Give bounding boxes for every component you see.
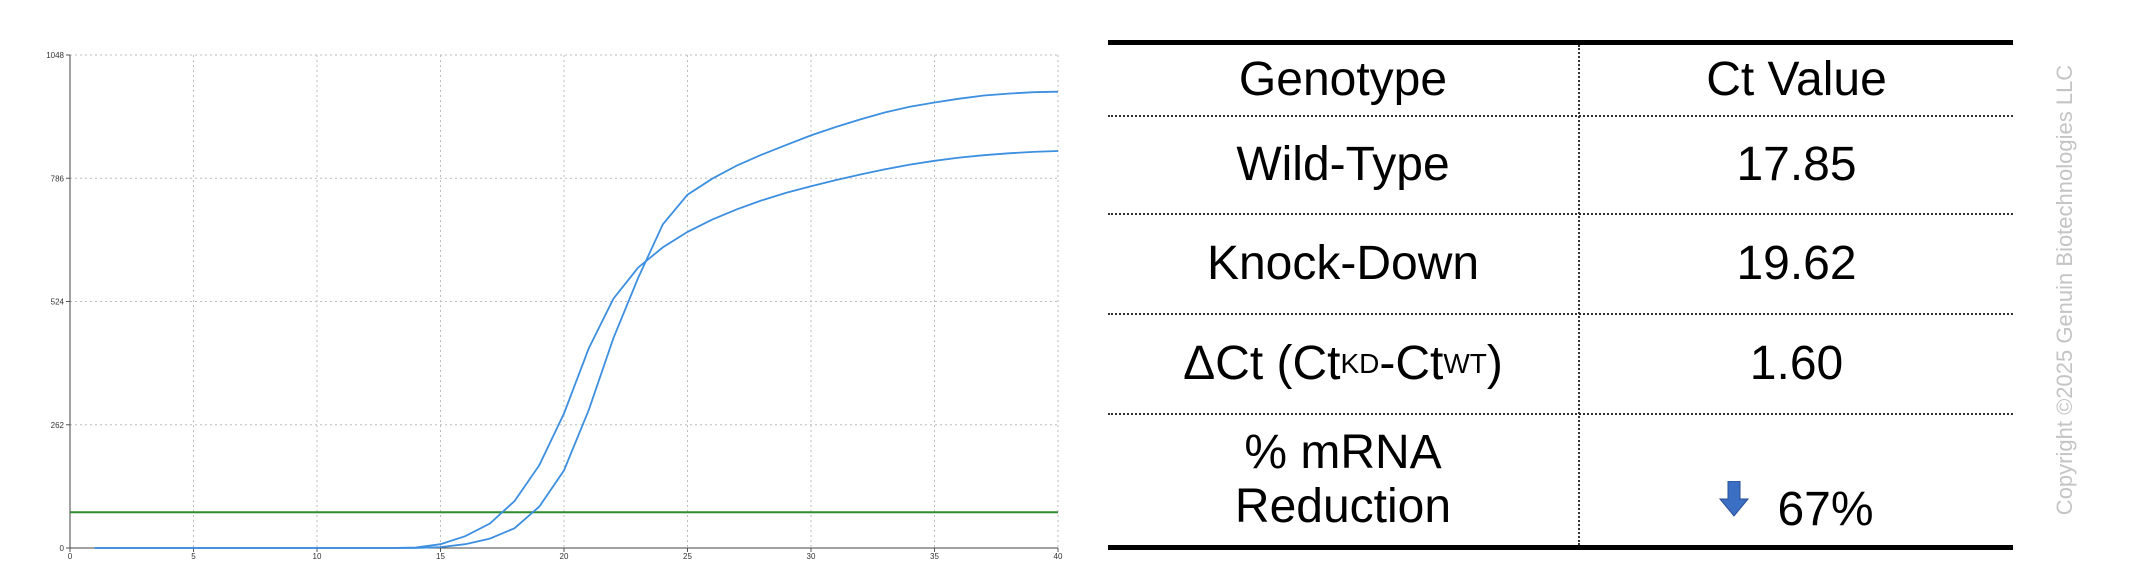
table-row-reduction: % mRNA Reduction 67%	[1108, 415, 2013, 545]
down-arrow-icon	[1719, 477, 1750, 527]
column-divider	[1578, 45, 1580, 545]
reduction-value: 67%	[1777, 482, 1874, 536]
wild-type-label: Wild-Type	[1236, 137, 1450, 191]
x-tick-label: 10	[313, 552, 322, 561]
delta-ct-prefix: ΔCt (Ct	[1183, 336, 1341, 390]
delta-ct-sub-wt: WT	[1443, 348, 1487, 380]
table-row-delta-ct: ΔCt (Ct KD -Ct WT) 1.60	[1108, 315, 2013, 415]
x-tick-label: 35	[930, 552, 939, 561]
y-tick-label: 0	[60, 544, 65, 553]
qpcr-amplification-chart: 0 5 10 15 20 25 30 35 40 0 262 524 786 1048	[46, 51, 1063, 561]
amplification-curves	[94, 90, 1059, 549]
table-header-row: Genotype Ct Value	[1108, 45, 2013, 117]
table-row-wild-type: Wild-Type 17.85	[1108, 117, 2013, 215]
y-tick-label: 262	[51, 421, 65, 430]
delta-ct-label: ΔCt (Ct KD -Ct WT)	[1108, 315, 1578, 413]
y-tick-label: 1048	[46, 51, 64, 60]
y-tick-label: 524	[51, 298, 65, 307]
x-tick-label: 40	[1054, 552, 1063, 561]
delta-ct-mid: -Ct	[1379, 336, 1444, 390]
results-table: Genotype Ct Value Wild-Type 17.85 Knock-…	[1108, 40, 2013, 550]
table-row-knock-down: Knock-Down 19.62	[1108, 215, 2013, 315]
x-tick-label: 30	[807, 552, 816, 561]
chart-tick-labels: 0 5 10 15 20 25 30 35 40 0 262 524 786 1048	[46, 51, 1063, 561]
y-tick-label: 786	[51, 174, 65, 183]
reduction-label-line1: % mRNA	[1244, 425, 1442, 479]
x-tick-label: 5	[191, 552, 196, 561]
ct-value-header: Ct Value	[1706, 52, 1887, 106]
reduction-label-line2: Reduction	[1234, 480, 1452, 533]
amplification-curve-1	[94, 150, 1059, 549]
genotype-header: Genotype	[1238, 52, 1448, 106]
delta-ct-sub-kd: KD	[1340, 348, 1380, 380]
reduction-label: % mRNA Reduction	[1108, 415, 1578, 545]
chart-axes	[66, 54, 1059, 552]
x-tick-label: 25	[683, 552, 692, 561]
knock-down-ct: 19.62	[1736, 236, 1857, 290]
chart-grid	[70, 54, 1059, 548]
x-tick-label: 0	[68, 552, 73, 561]
reduction-value-cell: 67%	[1580, 415, 2013, 545]
amplification-curve-2	[94, 90, 1059, 549]
x-tick-label: 15	[436, 552, 445, 561]
knock-down-label: Knock-Down	[1206, 236, 1480, 290]
delta-ct-suffix: )	[1486, 336, 1503, 390]
delta-ct-value: 1.60	[1749, 336, 1844, 390]
x-tick-label: 20	[560, 552, 569, 561]
wild-type-ct: 17.85	[1736, 137, 1857, 191]
